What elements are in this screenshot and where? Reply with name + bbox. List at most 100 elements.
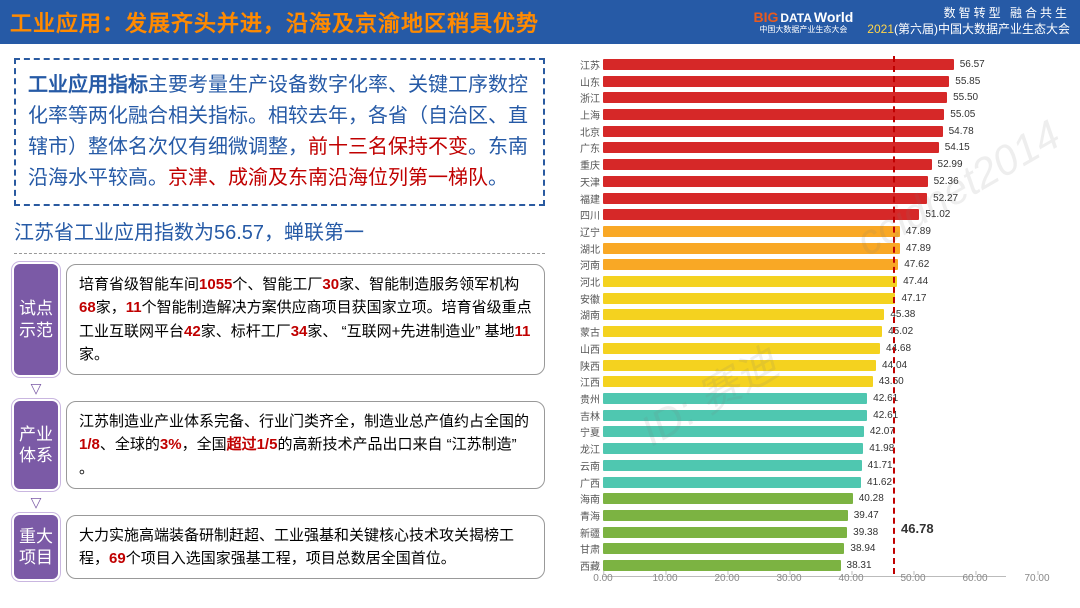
bar-label: 山西: [565, 341, 603, 356]
highlight-number: 42: [184, 323, 201, 340]
bar-label: 海南: [565, 491, 603, 506]
bar-row: 龙江41.98: [603, 440, 1006, 457]
bar-label: 广东: [565, 140, 603, 155]
bar-row: 浙江55.50: [603, 89, 1006, 106]
bar: [603, 76, 949, 87]
bar-value: 44.68: [886, 343, 911, 354]
bar-value: 41.62: [867, 477, 892, 488]
arrow-down-icon: ▽: [14, 495, 58, 509]
bar-label: 福建: [565, 191, 603, 206]
bar-value: 52.36: [934, 176, 959, 187]
bar-value: 41.98: [869, 443, 894, 454]
card-body: 江苏制造业产业体系完备、行业门类齐全，制造业总产值约占全国的1/8、全球的3%，…: [66, 401, 545, 489]
bar: [603, 360, 876, 371]
axis-tick: 70.00: [1024, 573, 1049, 584]
tagline-line1: 数智转型 融合共生: [867, 6, 1070, 22]
bar: [603, 126, 943, 137]
bar-label: 重庆: [565, 157, 603, 172]
bar-row: 湖南45.38: [603, 307, 1006, 324]
arrow-down-icon: ▽: [14, 381, 58, 395]
card-tag: 产业体系: [14, 401, 58, 489]
bar: [603, 376, 873, 387]
bar-row: 云南41.71: [603, 457, 1006, 474]
highlight-number: 1055: [199, 276, 232, 293]
bar-value: 55.85: [955, 76, 980, 87]
card-text: 家、 “互联网+先进制造业” 基地: [307, 323, 514, 340]
card: 试点示范培育省级智能车间1055个、智能工厂30家、智能制造服务领军机构68家，…: [14, 264, 545, 375]
card-text: 培育省级智能车间: [79, 276, 199, 293]
bar-row: 河南47.62: [603, 257, 1006, 274]
bar-value: 45.02: [888, 326, 913, 337]
bar-value: 54.78: [949, 126, 974, 137]
bar-label: 安徽: [565, 291, 603, 306]
card-text: ，全国: [182, 436, 227, 453]
bar: [603, 259, 898, 270]
tagline-rest: (第六届)中国大数据产业生态大会: [894, 22, 1070, 36]
bar: [603, 159, 932, 170]
cards: 试点示范培育省级智能车间1055个、智能工厂30家、智能制造服务领军机构68家，…: [14, 264, 545, 579]
bar-row: 重庆52.99: [603, 156, 1006, 173]
card-body: 大力实施高端装备研制赶超、工业强基和关键核心技术攻关揭榜工程，69个项目入选国家…: [66, 515, 545, 580]
bar-value: 47.89: [906, 243, 931, 254]
avg-line: [893, 56, 895, 574]
highlight-number: 69: [109, 550, 126, 567]
highlight-number: 11: [126, 299, 142, 316]
bar: [603, 543, 844, 554]
header-right: BIG DATA World 中国大数据产业生态大会 数智转型 融合共生 202…: [753, 6, 1070, 37]
bar: [603, 142, 939, 153]
bar-value: 47.62: [904, 259, 929, 270]
card-text: 家。: [79, 346, 109, 363]
bar-row: 蒙古45.02: [603, 323, 1006, 340]
bar-value: 55.05: [950, 109, 975, 120]
bar: [603, 92, 947, 103]
bar-label: 陕西: [565, 358, 603, 373]
bar-value: 40.28: [859, 493, 884, 504]
bar-label: 云南: [565, 458, 603, 473]
bar-value: 52.27: [933, 193, 958, 204]
card-body: 培育省级智能车间1055个、智能工厂30家、智能制造服务领军机构68家，11个智…: [66, 264, 545, 375]
avg-label: 46.78: [901, 521, 934, 536]
bar-label: 山东: [565, 74, 603, 89]
bar: [603, 343, 880, 354]
bar-label: 西藏: [565, 558, 603, 573]
logo: BIG DATA World 中国大数据产业生态大会: [753, 10, 853, 35]
bar-value: 52.99: [938, 159, 963, 170]
bar-label: 广西: [565, 475, 603, 490]
tagline-year: 2021: [867, 22, 894, 36]
bar-row: 甘肃38.94: [603, 541, 1006, 558]
axis-tick: 20.00: [714, 573, 739, 584]
bar: [603, 293, 895, 304]
bar-label: 四川: [565, 207, 603, 222]
bar-value: 54.15: [945, 142, 970, 153]
bar: [603, 243, 900, 254]
content: 工业应用指标主要考量生产设备数字化率、关键工序数控化率等两化融合相关指标。相较去…: [0, 44, 1080, 608]
card-text: 个、智能工厂: [232, 276, 322, 293]
axis-tick: 30.00: [776, 573, 801, 584]
bar: [603, 510, 848, 521]
intro-red1: 前十三名保持不变: [308, 136, 468, 158]
bar-label: 江西: [565, 374, 603, 389]
bar-row: 海南40.28: [603, 490, 1006, 507]
bar-row: 福建52.27: [603, 190, 1006, 207]
bar-label: 吉林: [565, 408, 603, 423]
logo-world: World: [814, 10, 853, 24]
axis-tick: 0.00: [593, 573, 612, 584]
bar-value: 42.07: [870, 426, 895, 437]
logo-big: BIG: [753, 10, 778, 24]
bar-value: 47.17: [901, 293, 926, 304]
bar-label: 河北: [565, 274, 603, 289]
bar-row: 北京54.78: [603, 123, 1006, 140]
highlight-number: 3%: [160, 436, 182, 453]
bar-row: 四川51.02: [603, 206, 1006, 223]
bar: [603, 410, 867, 421]
bar: [603, 209, 919, 220]
highlight-number: 68: [79, 299, 96, 316]
bar: [603, 443, 863, 454]
bar-label: 龙江: [565, 441, 603, 456]
highlight-number: 34: [291, 323, 308, 340]
bar-row: 山东55.85: [603, 73, 1006, 90]
bar-row: 青海39.47: [603, 507, 1006, 524]
bar-value: 38.94: [850, 543, 875, 554]
card-text: 家、标杆工厂: [201, 323, 291, 340]
bar: [603, 276, 897, 287]
